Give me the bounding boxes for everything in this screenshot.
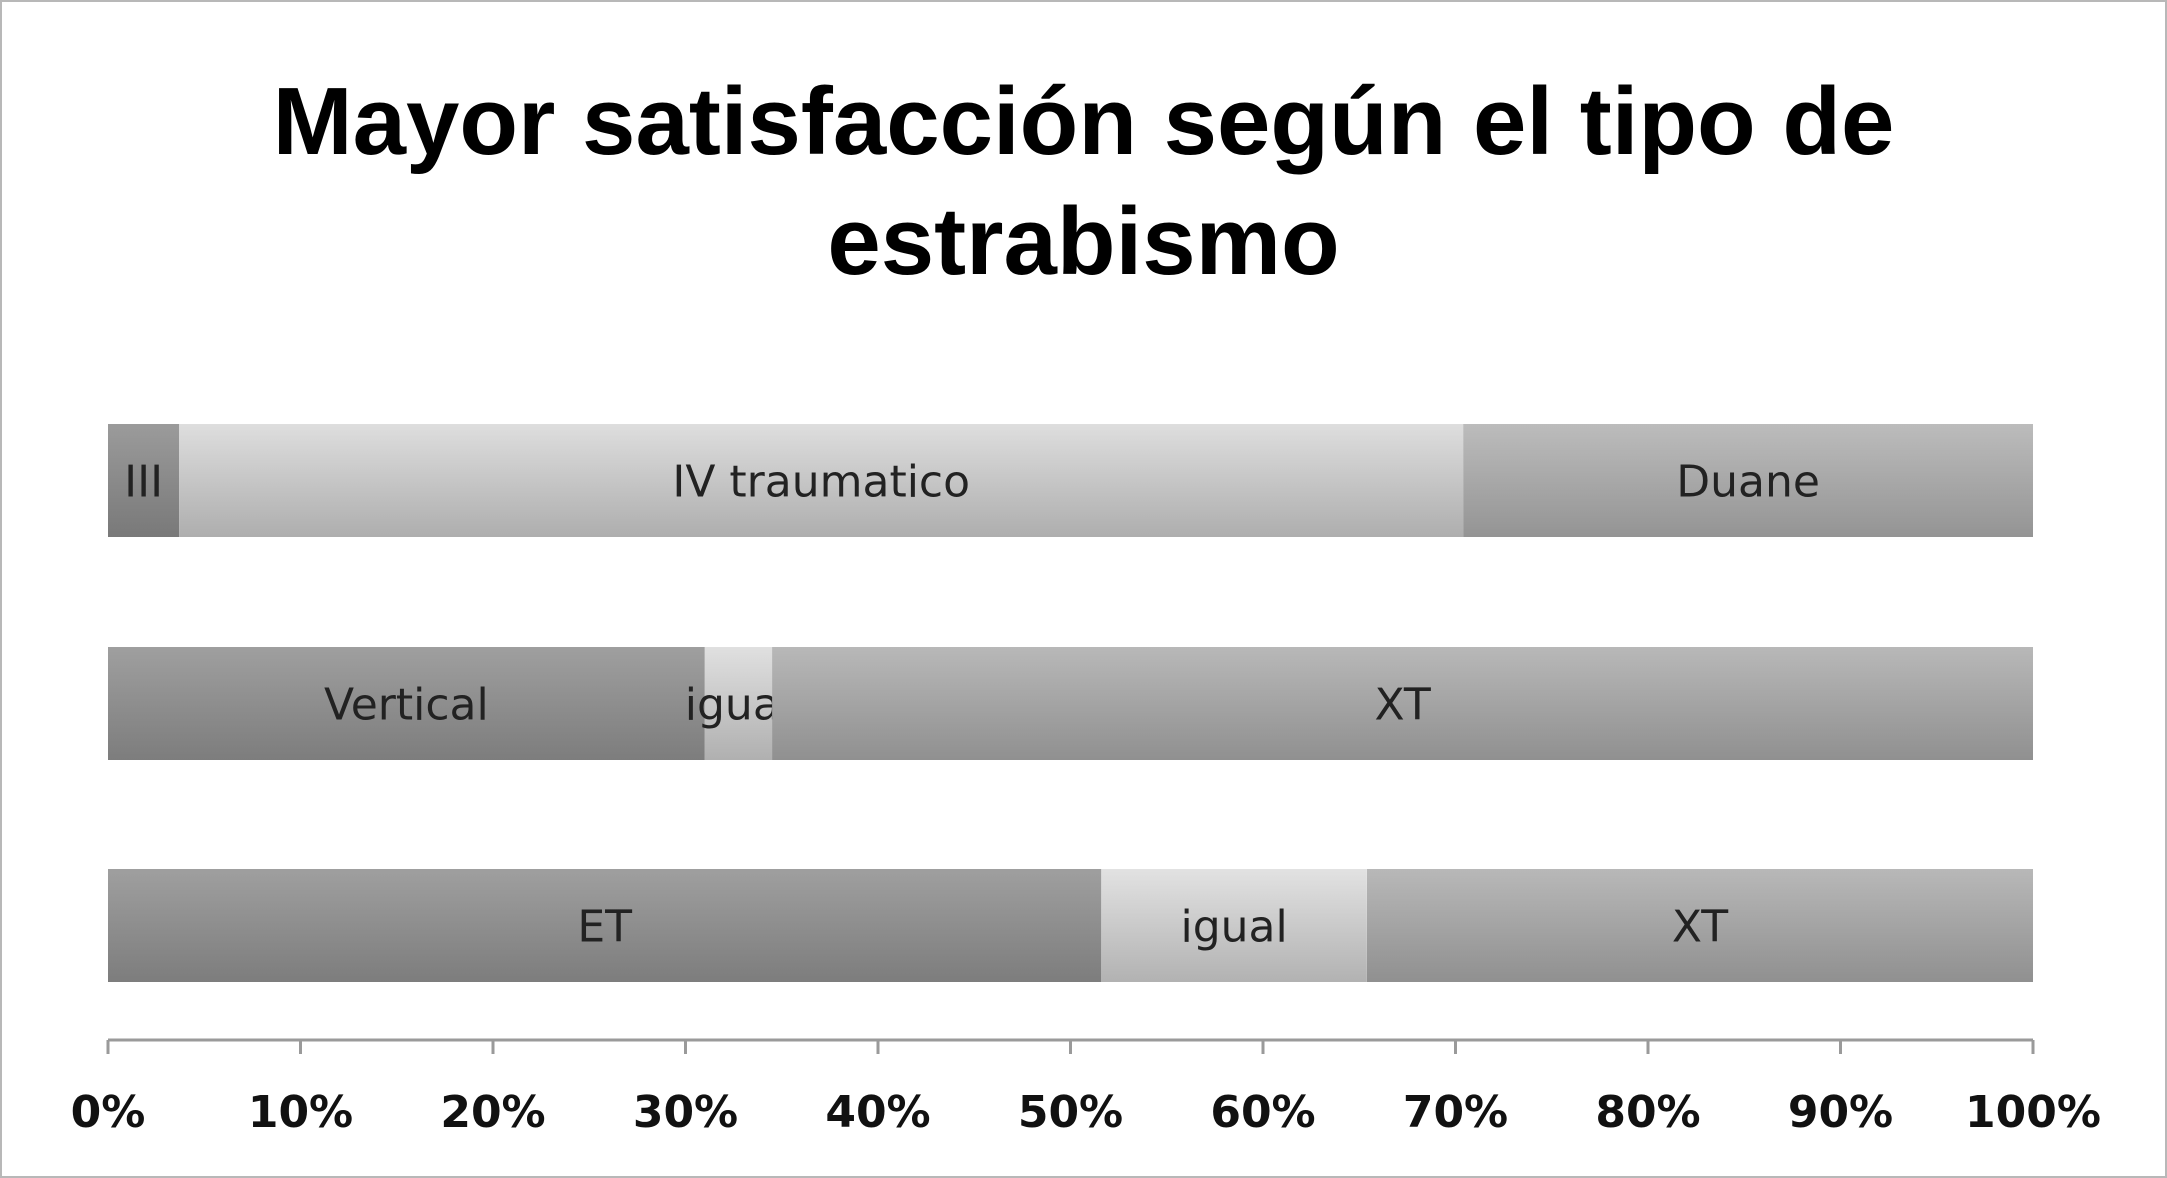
x-tick-label-6: 60% — [1210, 1087, 1315, 1138]
x-tick-label-0: 0% — [71, 1087, 146, 1138]
chart-title-line-2: estrabismo — [827, 188, 1340, 295]
segment-label-row3-3: XT — [1672, 902, 1728, 953]
bar-segment-row2-2 — [704, 647, 773, 760]
x-tick-label-1: 10% — [248, 1087, 353, 1138]
segment-label-row2-3: XT — [1374, 680, 1430, 731]
bar-segment-row1-2 — [179, 424, 1464, 537]
bar-segment-row3-2 — [1101, 869, 1367, 982]
bar-segment-row3-1 — [108, 869, 1102, 982]
bar-segment-row2-1 — [108, 647, 705, 760]
bar-segment-row1-3 — [1463, 424, 2033, 537]
x-tick-label-8: 80% — [1595, 1087, 1700, 1138]
bar-segment-row1-1 — [108, 424, 180, 537]
x-tick-label-10: 100% — [1965, 1087, 2101, 1138]
x-tick-label-2: 20% — [440, 1087, 545, 1138]
x-tick-label-5: 50% — [1018, 1087, 1123, 1138]
bar-segment-row3-3 — [1367, 869, 2033, 982]
x-tick-label-4: 40% — [825, 1087, 930, 1138]
segment-label-row1-3: Duane — [1676, 457, 1820, 508]
segment-label-row3-1: ET — [577, 902, 632, 953]
x-tick-label-3: 30% — [633, 1087, 738, 1138]
x-tick-label-7: 70% — [1403, 1087, 1508, 1138]
chart-title-line-1: Mayor satisfacción según el tipo de — [272, 68, 1895, 175]
segment-label-row1-1: III — [124, 457, 163, 508]
bar-segment-row2-3 — [772, 647, 2033, 760]
segment-label-row2-1: Vertical — [324, 680, 489, 731]
segment-label-row3-2: igual — [1180, 902, 1287, 953]
x-tick-label-9: 90% — [1788, 1087, 1893, 1138]
chart-title: Mayor satisfacción según el tipo de estr… — [0, 62, 2167, 302]
segment-label-row1-2: IV traumatico — [672, 457, 970, 508]
